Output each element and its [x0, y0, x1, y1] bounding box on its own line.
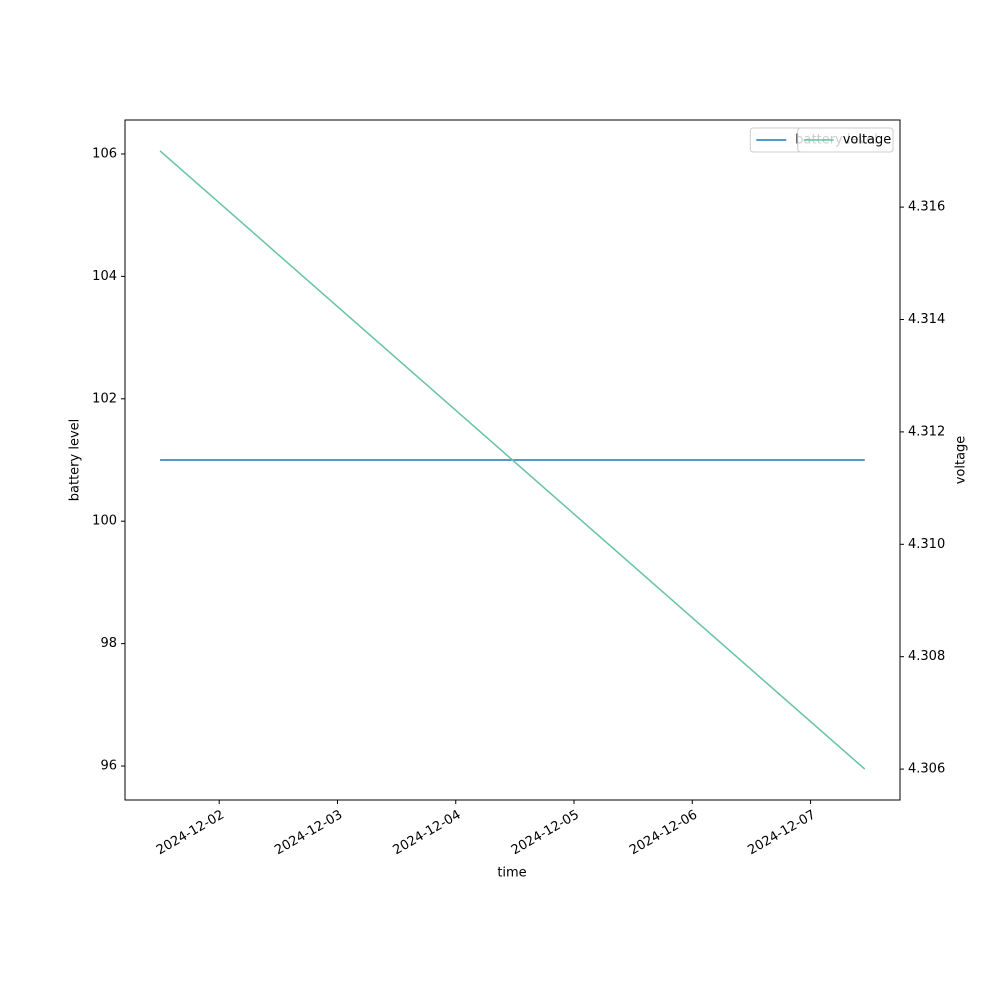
y-tick-label: 104: [92, 269, 117, 284]
y2-tick-label: 4.308: [908, 649, 945, 664]
y2-axis-label: voltage: [954, 436, 969, 485]
plot-frame: [124, 119, 901, 801]
x-tick-label: 2024-12-07: [745, 808, 818, 859]
y-axis-label: battery level: [68, 419, 83, 502]
y-tick-label: 100: [92, 514, 117, 529]
x-tick-label: 2024-12-05: [509, 808, 582, 859]
y-tick-label: 106: [92, 146, 117, 161]
y2-tick-label: 4.306: [908, 762, 945, 777]
y-tick-label: 98: [100, 636, 117, 651]
x-tick-label: 2024-12-02: [154, 808, 227, 859]
x-tick-label: 2024-12-04: [391, 808, 464, 859]
x-tick-label: 2024-12-06: [627, 808, 700, 859]
legend-label: voltage: [843, 133, 892, 148]
line-series: [159, 150, 866, 770]
y-tick-label: 102: [92, 391, 117, 406]
y2-tick-label: 4.312: [908, 424, 945, 439]
y2-tick-label: 4.316: [908, 200, 945, 215]
x-axis-label: time: [497, 866, 526, 881]
y2-tick-label: 4.310: [908, 537, 945, 552]
y-tick-label: 96: [100, 759, 117, 774]
y2-tick-label: 4.314: [908, 312, 945, 327]
x-tick-label: 2024-12-03: [272, 808, 345, 859]
legend-box: [797, 127, 894, 153]
